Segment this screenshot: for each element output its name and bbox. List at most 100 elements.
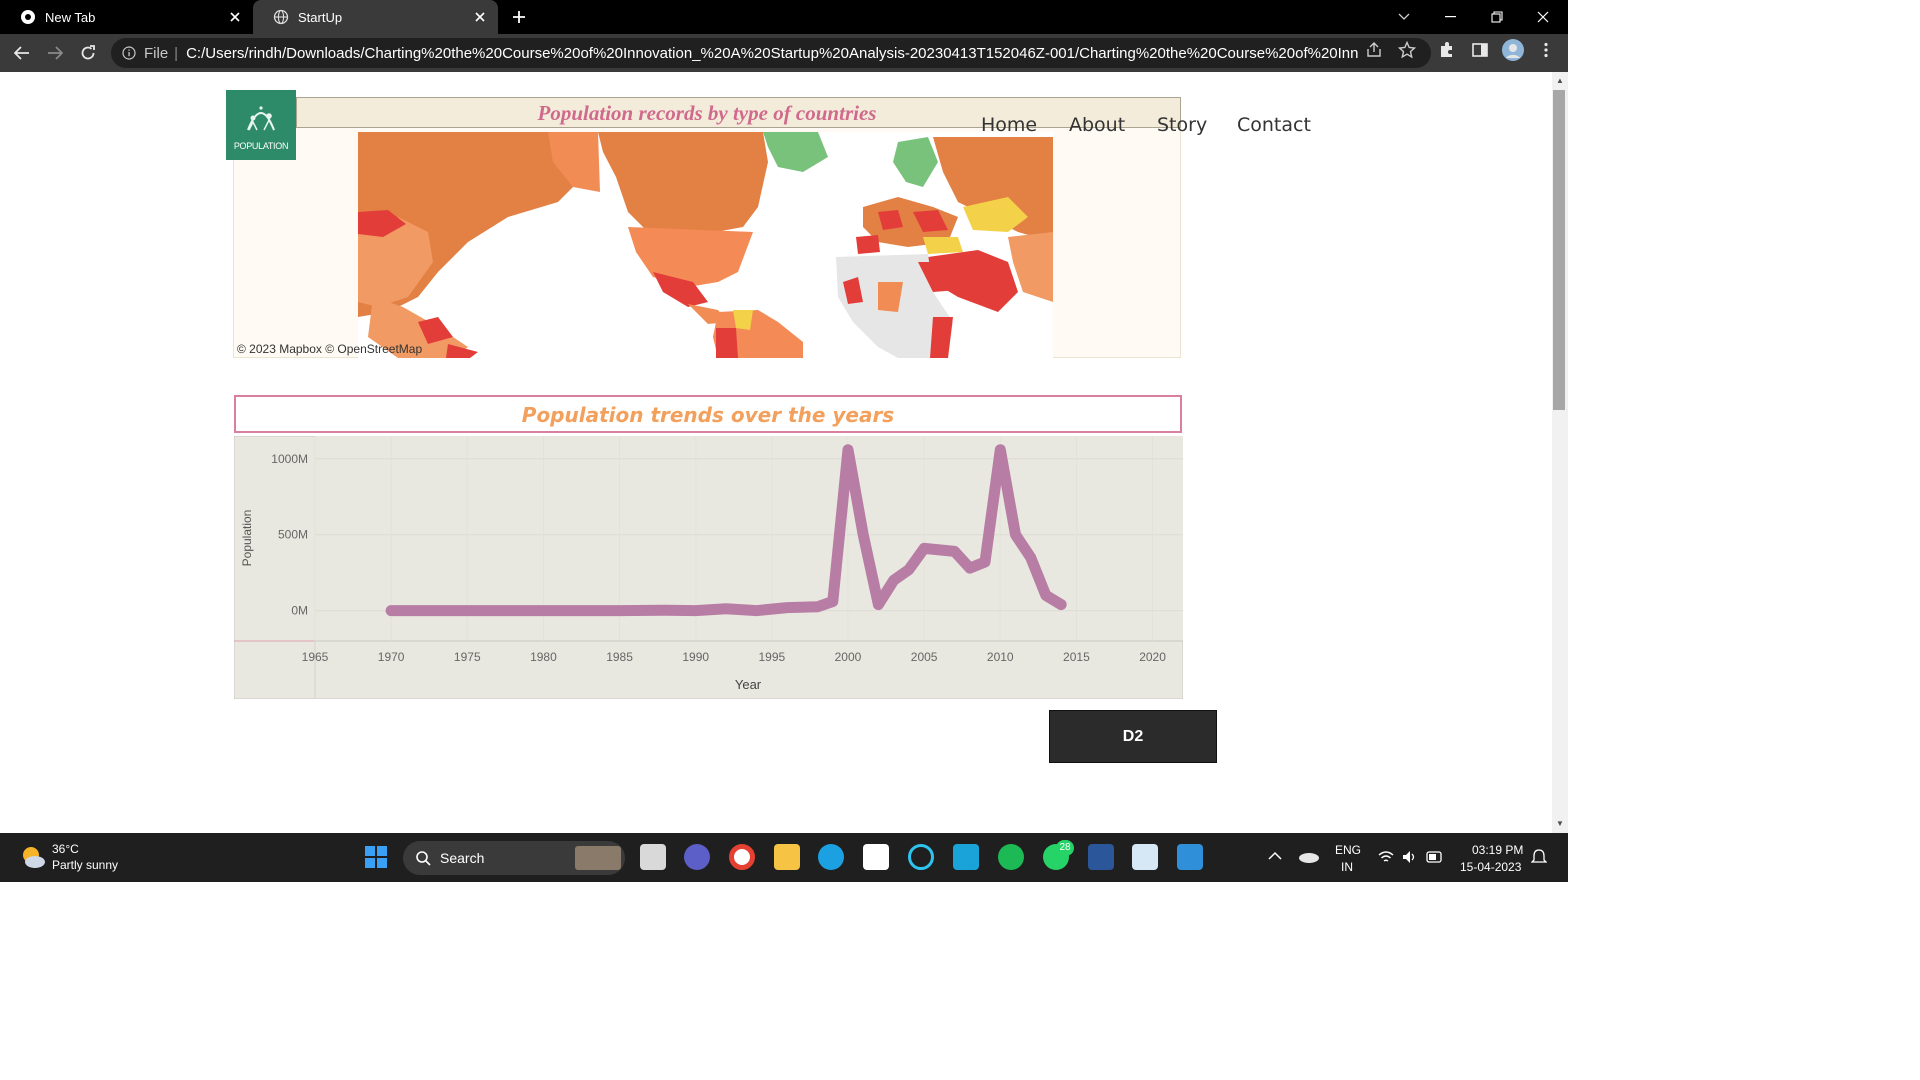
paint-icon[interactable] <box>1177 844 1203 870</box>
x-tick-label: 1975 <box>454 650 481 664</box>
chart-svg: 1000M 500M 0M 1965 1970 1975 1980 1985 1990 1995… <box>234 436 1183 699</box>
minimize-icon[interactable] <box>1427 0 1473 34</box>
x-tick-label: 1965 <box>302 650 329 664</box>
x-tick-label: 1995 <box>758 650 785 664</box>
close-window-icon[interactable] <box>1520 0 1566 34</box>
people-arch-icon <box>247 106 275 131</box>
taskbar-search-box[interactable]: Search <box>403 841 625 875</box>
close-tab-icon[interactable] <box>472 9 488 25</box>
chrome-taskbar-icon[interactable] <box>729 844 755 870</box>
forward-arrow-icon[interactable] <box>43 41 67 65</box>
side-panel-icon[interactable] <box>1471 41 1489 59</box>
language-indicator-primary[interactable]: ENG <box>1335 843 1362 857</box>
clock-date[interactable]: 15-04-2023 <box>1460 860 1522 874</box>
x-axis-ticks: 1965 1970 1975 1980 1985 1990 1995 2000 2005 2010… <box>302 650 1167 664</box>
weather-description[interactable]: Partly sunny <box>52 858 119 872</box>
wifi-icon[interactable] <box>1378 850 1394 864</box>
weather-temperature[interactable]: 36°C <box>52 842 79 856</box>
globe-icon <box>273 9 289 25</box>
bookmark-star-icon[interactable] <box>1398 41 1416 59</box>
menu-kebab-icon[interactable] <box>1537 41 1555 59</box>
chrome-icon <box>21 10 35 24</box>
x-tick-label: 2010 <box>987 650 1014 664</box>
trend-title: Population trends over the years <box>521 403 895 427</box>
search-label: Search <box>440 850 485 866</box>
url-text[interactable]: C:/Users/rindh/Downloads/Charting%20the%… <box>186 44 1359 62</box>
x-tick-label: 2005 <box>911 650 938 664</box>
nav-story-link[interactable]: Story <box>1157 114 1208 136</box>
population-logo[interactable]: POPULATION <box>226 90 296 160</box>
logo-text: POPULATION <box>233 141 289 151</box>
task-view-icon[interactable] <box>640 844 666 870</box>
nav-about-link[interactable]: About <box>1069 114 1126 136</box>
y-axis-label: Population <box>240 510 254 567</box>
close-tab-icon[interactable] <box>227 9 243 25</box>
map-title: Population records by type of countries <box>537 101 877 125</box>
windows-taskbar: 36°C Partly sunny Search 28 ENG IN 03:19… <box>0 833 1568 882</box>
new-tab-plus-icon[interactable] <box>508 6 530 28</box>
language-indicator-region[interactable]: IN <box>1341 860 1353 874</box>
nav-home-link[interactable]: Home <box>981 114 1038 136</box>
whatsapp-badge: 28 <box>1056 840 1074 856</box>
notification-bell-icon[interactable] <box>1531 848 1547 866</box>
d2-button[interactable]: D2 <box>1049 710 1217 763</box>
microsoft-store-icon[interactable] <box>863 844 889 870</box>
scrollbar-thumb[interactable] <box>1553 90 1565 410</box>
alexa-icon[interactable] <box>908 844 934 870</box>
share-icon[interactable] <box>1365 41 1383 59</box>
back-arrow-icon[interactable] <box>10 41 34 65</box>
address-bar[interactable]: File | C:/Users/rindh/Downloads/Charting… <box>111 38 1431 68</box>
scheme-label: File <box>144 44 169 62</box>
y-tick-label: 0M <box>291 604 308 618</box>
y-tick-label: 500M <box>278 528 308 542</box>
search-icon <box>416 851 431 866</box>
y-axis-ticks: 1000M 500M 0M <box>271 452 308 618</box>
browser-toolbar: File | C:/Users/rindh/Downloads/Charting… <box>0 34 1568 72</box>
profile-avatar[interactable] <box>1502 39 1524 61</box>
windows-start-icon[interactable] <box>364 845 388 869</box>
x-tick-label: 1990 <box>682 650 709 664</box>
edge-icon[interactable] <box>818 844 844 870</box>
browser-tab-strip: New Tab StartUp <box>0 0 1568 34</box>
world-map-graphic <box>358 132 1053 358</box>
scroll-up-arrow-icon[interactable]: ▲ <box>1556 76 1564 85</box>
tab-label: New Tab <box>45 9 96 25</box>
page-content: Population records by type of countries <box>0 72 1552 833</box>
map-attribution[interactable]: © 2023 Mapbox © OpenStreetMap <box>237 342 423 356</box>
choropleth-map[interactable] <box>358 132 1053 358</box>
tab-new-tab[interactable]: New Tab <box>0 0 253 34</box>
population-trend-chart[interactable]: 1000M 500M 0M 1965 1970 1975 1980 1985 1990 1995… <box>234 436 1183 699</box>
restore-icon[interactable] <box>1474 0 1520 34</box>
scheme-separator: | <box>174 44 179 62</box>
extensions-puzzle-icon[interactable] <box>1438 41 1456 59</box>
spotify-icon[interactable] <box>998 844 1024 870</box>
file-explorer-icon[interactable] <box>774 844 800 870</box>
tab-startup[interactable]: StartUp <box>253 0 498 34</box>
l-app-icon[interactable] <box>953 844 979 870</box>
teams-chat-icon[interactable] <box>684 844 710 870</box>
battery-icon[interactable] <box>1426 851 1444 863</box>
partly-sunny-icon[interactable] <box>20 844 46 870</box>
x-tick-label: 2000 <box>835 650 862 664</box>
x-tick-label: 2020 <box>1139 650 1166 664</box>
series-line[interactable] <box>385 444 1067 617</box>
tray-chevron-up-icon[interactable] <box>1268 851 1282 861</box>
info-icon[interactable] <box>122 46 136 60</box>
x-tick-label: 1985 <box>606 650 633 664</box>
x-axis-label: Year <box>735 677 762 692</box>
tab-search-chevron-icon[interactable] <box>1381 0 1427 34</box>
x-tick-label: 1970 <box>378 650 405 664</box>
onedrive-cloud-icon[interactable] <box>1298 849 1320 863</box>
reload-icon[interactable] <box>76 41 100 65</box>
word-icon[interactable] <box>1088 844 1114 870</box>
search-highlight-image <box>575 846 621 870</box>
x-tick-label: 1980 <box>530 650 557 664</box>
scroll-down-arrow-icon[interactable]: ▼ <box>1556 819 1564 828</box>
clock-time[interactable]: 03:19 PM <box>1472 843 1524 857</box>
tab-label: StartUp <box>298 9 343 25</box>
nav-contact-link[interactable]: Contact <box>1237 114 1311 136</box>
snowflake-app-icon[interactable] <box>1132 844 1158 870</box>
volume-icon[interactable] <box>1402 850 1418 864</box>
map-title-bar: Population records by type of countries <box>296 97 1181 128</box>
x-tick-label: 2015 <box>1063 650 1090 664</box>
